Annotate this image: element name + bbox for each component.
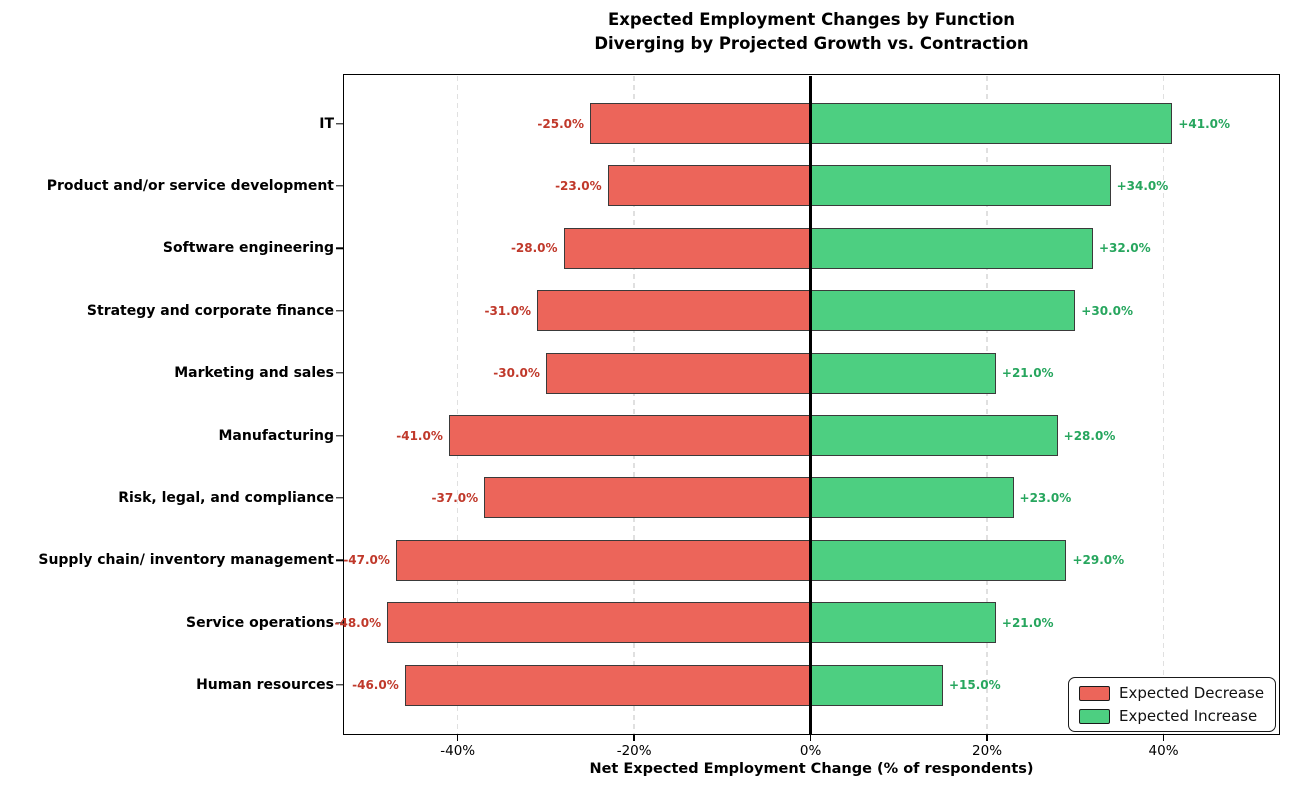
increase-bar: [810, 165, 1111, 207]
legend-item: Expected Increase: [1079, 707, 1264, 725]
gridline: [633, 75, 635, 734]
legend-label: Expected Increase: [1119, 707, 1258, 725]
decrease-value-label: -30.0%: [493, 366, 540, 381]
legend-item: Expected Decrease: [1079, 684, 1264, 702]
x-axis-label: Net Expected Employment Change (% of res…: [589, 761, 1034, 777]
chart-subtitle: Diverging by Projected Growth vs. Contra…: [594, 34, 1029, 53]
legend-label: Expected Decrease: [1119, 684, 1265, 702]
increase-bar: [810, 227, 1093, 269]
y-tick-mark: [336, 247, 343, 249]
decrease-value-label: -25.0%: [537, 116, 585, 131]
increase-bar: [810, 415, 1058, 456]
category-label: Software engineering: [162, 240, 334, 257]
increase-bar: [810, 352, 996, 394]
y-tick-mark: [336, 684, 343, 686]
x-tick-label: 0%: [799, 743, 822, 759]
chart-title-block: Expected Employment Changes by Function …: [343, 8, 1280, 56]
decrease-bar: [607, 165, 811, 207]
category-label: Human resources: [196, 677, 334, 694]
decrease-value-label: -48.0%: [334, 615, 382, 630]
gridline: [456, 75, 459, 734]
x-tick-mark: [456, 735, 459, 741]
gridline: [986, 75, 988, 734]
y-tick-mark: [336, 185, 343, 187]
y-tick-mark: [336, 372, 343, 374]
increase-value-label: +21.0%: [1001, 366, 1054, 381]
y-tick-mark: [336, 497, 343, 499]
y-tick-mark: [336, 309, 343, 312]
increase-value-label: +23.0%: [1019, 490, 1072, 505]
x-tick-label: 20%: [972, 743, 1003, 759]
increase-bar: [810, 477, 1014, 519]
chart-title: Expected Employment Changes by Function: [607, 10, 1016, 29]
x-tick-mark: [633, 735, 635, 741]
x-tick-label: -40%: [440, 743, 476, 759]
legend-swatch-icon: [1079, 708, 1110, 724]
decrease-value-label: -28.0%: [510, 241, 558, 256]
x-tick-mark: [986, 735, 988, 741]
decrease-bar: [387, 602, 811, 644]
category-label: Product and/or service development: [46, 177, 334, 194]
increase-value-label: +29.0%: [1072, 553, 1125, 568]
increase-bar: [810, 664, 943, 706]
decrease-value-label: -47.0%: [343, 553, 390, 568]
category-label: Service operations: [186, 614, 334, 631]
increase-value-label: +15.0%: [948, 678, 1001, 693]
x-tick-label: 40%: [1148, 743, 1179, 759]
increase-bar: [810, 290, 1076, 332]
decrease-bar: [563, 227, 811, 269]
zero-line: [809, 75, 812, 734]
decrease-value-label: -31.0%: [484, 303, 532, 318]
x-tick-label: -20%: [616, 743, 652, 759]
category-label: IT: [319, 115, 334, 132]
gridline: [1162, 75, 1165, 734]
increase-value-label: +41.0%: [1178, 116, 1231, 131]
y-tick-mark: [336, 122, 343, 125]
increase-value-label: +32.0%: [1098, 241, 1151, 256]
y-tick-mark: [336, 621, 343, 624]
increase-bar: [810, 539, 1067, 581]
decrease-bar: [395, 539, 811, 581]
category-label: Supply chain/ inventory management: [38, 552, 334, 569]
increase-bar: [810, 103, 1173, 144]
y-tick-mark: [336, 434, 343, 437]
increase-value-label: +34.0%: [1116, 178, 1169, 193]
decrease-value-label: -41.0%: [396, 428, 443, 443]
decrease-value-label: -37.0%: [431, 490, 479, 505]
increase-value-label: +21.0%: [1001, 615, 1054, 630]
increase-value-label: +30.0%: [1081, 303, 1133, 318]
category-label: Manufacturing: [218, 427, 335, 444]
legend-swatch-icon: [1079, 685, 1110, 701]
decrease-bar: [448, 415, 811, 456]
decrease-bar: [537, 290, 811, 332]
legend: Expected Decrease Expected Increase: [1068, 677, 1277, 732]
category-label: Strategy and corporate finance: [86, 302, 334, 319]
decrease-bar: [590, 103, 811, 144]
y-tick-mark: [336, 559, 343, 561]
x-tick-mark: [809, 735, 812, 741]
decrease-bar: [545, 352, 811, 394]
category-label: Risk, legal, and compliance: [118, 489, 334, 506]
decrease-bar: [404, 664, 811, 706]
increase-bar: [810, 602, 996, 644]
decrease-value-label: -23.0%: [555, 178, 602, 193]
increase-value-label: +28.0%: [1063, 428, 1116, 443]
category-label: Marketing and sales: [174, 365, 334, 382]
decrease-value-label: -46.0%: [352, 678, 399, 693]
x-tick-mark: [1162, 735, 1165, 741]
decrease-bar: [484, 477, 811, 519]
